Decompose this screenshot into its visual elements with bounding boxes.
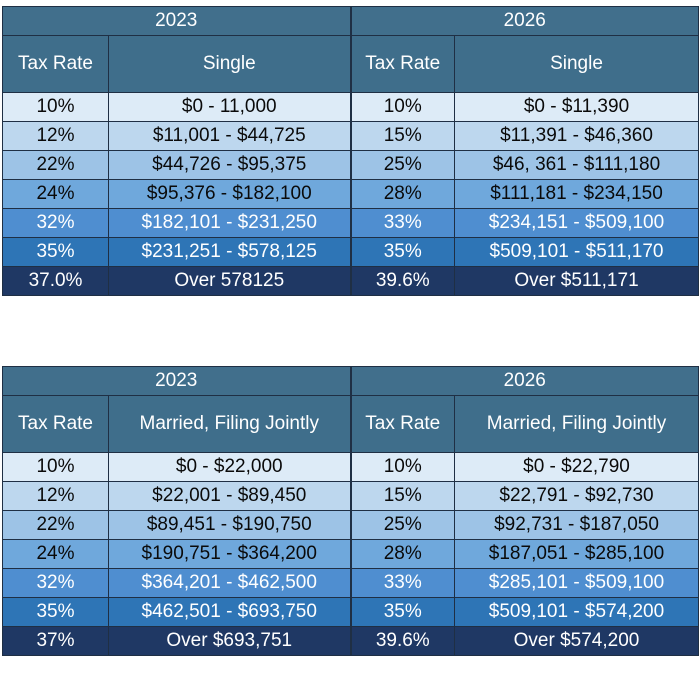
income-range-cell: $0 - $22,790 (454, 452, 699, 482)
income-range-cell: $22,791 - $92,730 (454, 481, 699, 511)
income-range-cell: Over $574,200 (454, 626, 699, 656)
income-range-cell: $0 - $11,390 (454, 92, 699, 122)
tax-rate-header: Tax Rate (2, 35, 109, 93)
rate-cell: 10% (2, 452, 109, 482)
income-range-cell: $95,376 - $182,100 (108, 179, 351, 209)
income-range-cell: $462,501 - $693,750 (108, 597, 351, 627)
income-range-cell: Over $511,171 (454, 266, 699, 296)
income-range-cell: $231,251 - $578,125 (108, 237, 351, 267)
rate-cell: 35% (2, 597, 109, 627)
tax-rate-header: Tax Rate (349, 35, 455, 93)
rate-cell: 10% (349, 92, 455, 122)
income-range-cell: $285,101 - $509,100 (454, 568, 699, 598)
tax-rate-header: Tax Rate (349, 395, 455, 453)
rate-cell: 37.0% (2, 266, 109, 296)
table-row: 32% $182,101 - $231,250 33% $234,151 - $… (2, 208, 699, 238)
rate-cell: 12% (2, 481, 109, 511)
table-row: 22% $89,451 - $190,750 25% $92,731 - $18… (2, 510, 699, 540)
income-range-cell: $0 - $22,000 (108, 452, 351, 482)
rate-cell: 24% (2, 179, 109, 209)
year-2026-header: 2026 (349, 366, 699, 396)
table-row: 22% $44,726 - $95,375 25% $46, 361 - $11… (2, 150, 699, 180)
tax-rate-header: Tax Rate (2, 395, 109, 453)
rate-cell: 25% (349, 510, 455, 540)
income-range-cell: $89,451 - $190,750 (108, 510, 351, 540)
rate-cell: 39.6% (349, 266, 455, 296)
rate-cell: 33% (349, 208, 455, 238)
income-range-cell: $92,731 - $187,050 (454, 510, 699, 540)
income-range-cell: $11,001 - $44,725 (108, 121, 351, 151)
table-row: 24% $95,376 - $182,100 28% $111,181 - $2… (2, 179, 699, 209)
income-range-cell: $190,751 - $364,200 (108, 539, 351, 569)
table-row: 37% Over $693,751 39.6% Over $574,200 (2, 626, 699, 656)
column-header-row: Tax Rate Single Tax Rate Single (2, 35, 699, 93)
rate-cell: 37% (2, 626, 109, 656)
year-2023-header: 2023 (2, 366, 351, 396)
income-range-cell: $234,151 - $509,100 (454, 208, 699, 238)
income-range-cell: $182,101 - $231,250 (108, 208, 351, 238)
rate-cell: 25% (349, 150, 455, 180)
filing-status-header: Married, Filing Jointly (454, 395, 699, 453)
rate-cell: 22% (2, 150, 109, 180)
rate-cell: 32% (2, 208, 109, 238)
rate-cell: 10% (349, 452, 455, 482)
income-range-cell: $187,051 - $285,100 (454, 539, 699, 569)
rate-cell: 28% (349, 539, 455, 569)
income-range-cell: Over 578125 (108, 266, 351, 296)
income-range-cell: $44,726 - $95,375 (108, 150, 351, 180)
income-range-cell: $22,001 - $89,450 (108, 481, 351, 511)
rate-cell: 12% (2, 121, 109, 151)
filing-status-header: Single (454, 35, 699, 93)
table-row: 35% $231,251 - $578,125 35% $509,101 - $… (2, 237, 699, 267)
table-row: 12% $11,001 - $44,725 15% $11,391 - $46,… (2, 121, 699, 151)
column-header-row: Tax Rate Married, Filing Jointly Tax Rat… (2, 395, 699, 453)
rate-cell: 15% (349, 121, 455, 151)
table-row: 37.0% Over 578125 39.6% Over $511,171 (2, 266, 699, 296)
single-bracket-table: 2023 2026 Tax Rate Single Tax Rate Singl… (2, 6, 699, 296)
income-range-cell: $364,201 - $462,500 (108, 568, 351, 598)
rate-cell: 24% (2, 539, 109, 569)
table-row: 32% $364,201 - $462,500 33% $285,101 - $… (2, 568, 699, 598)
rate-cell: 10% (2, 92, 109, 122)
table-row: 10% $0 - $22,000 10% $0 - $22,790 (2, 452, 699, 482)
income-range-cell: Over $693,751 (108, 626, 351, 656)
married-bracket-table: 2023 2026 Tax Rate Married, Filing Joint… (2, 366, 699, 656)
rate-cell: 35% (349, 237, 455, 267)
filing-status-header: Married, Filing Jointly (108, 395, 351, 453)
income-range-cell: $0 - 11,000 (108, 92, 351, 122)
year-row: 2023 2026 (2, 366, 699, 396)
rate-cell: 35% (2, 237, 109, 267)
income-range-cell: $509,101 - $574,200 (454, 597, 699, 627)
rate-cell: 28% (349, 179, 455, 209)
rate-cell: 22% (2, 510, 109, 540)
table-row: 12% $22,001 - $89,450 15% $22,791 - $92,… (2, 481, 699, 511)
filing-status-header: Single (108, 35, 351, 93)
year-2026-header: 2026 (349, 6, 699, 36)
income-range-cell: $509,101 - $511,170 (454, 237, 699, 267)
rate-cell: 32% (2, 568, 109, 598)
table-row: 24% $190,751 - $364,200 28% $187,051 - $… (2, 539, 699, 569)
table-row: 10% $0 - 11,000 10% $0 - $11,390 (2, 92, 699, 122)
income-range-cell: $46, 361 - $111,180 (454, 150, 699, 180)
table-row: 35% $462,501 - $693,750 35% $509,101 - $… (2, 597, 699, 627)
rate-cell: 33% (349, 568, 455, 598)
year-row: 2023 2026 (2, 6, 699, 36)
rate-cell: 35% (349, 597, 455, 627)
year-2023-header: 2023 (2, 6, 351, 36)
rate-cell: 15% (349, 481, 455, 511)
rate-cell: 39.6% (349, 626, 455, 656)
income-range-cell: $11,391 - $46,360 (454, 121, 699, 151)
income-range-cell: $111,181 - $234,150 (454, 179, 699, 209)
